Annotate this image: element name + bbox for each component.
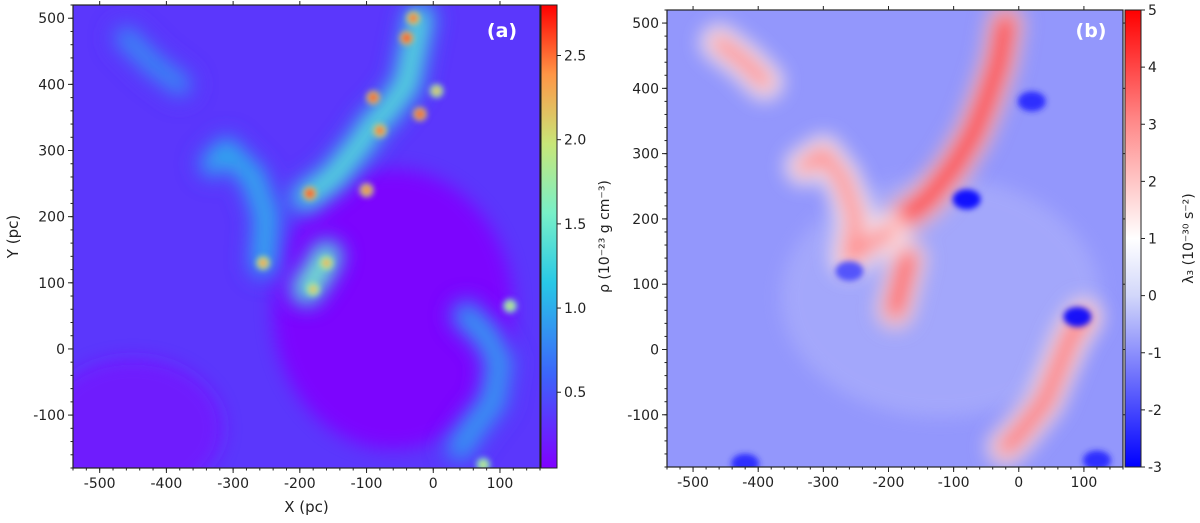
plot-frame bbox=[666, 9, 1124, 468]
colorbar-tick-label: 0.5 bbox=[564, 385, 586, 401]
cloud-southeast-core bbox=[997, 308, 1092, 456]
y-tick-label: 400 bbox=[38, 77, 65, 93]
panel-b: (b)-500 -400 -300 -200 -100 0 100-100010020030… bbox=[627, 3, 1197, 491]
x-tick-label: -100 bbox=[938, 475, 970, 491]
filament-main-core bbox=[298, 10, 428, 205]
panel-label: (a) bbox=[487, 20, 517, 42]
low-density-void bbox=[73, 358, 224, 468]
eigenvalue-well bbox=[1082, 450, 1111, 467]
y-tick-label: 0 bbox=[56, 342, 65, 358]
cloud-northwest-core bbox=[711, 34, 773, 90]
colorbar-tick-label: 5 bbox=[1148, 3, 1157, 19]
y-tick-label: 100 bbox=[632, 277, 659, 293]
density-peak bbox=[409, 14, 417, 22]
x-tick-label: -100 bbox=[351, 476, 383, 492]
x-tick-label: -300 bbox=[807, 475, 839, 491]
filament-south-core bbox=[887, 250, 916, 319]
colorbar-tick-label: 1 bbox=[1148, 232, 1157, 248]
cloud-southeast-core bbox=[451, 307, 508, 457]
y-tick-label: 0 bbox=[650, 342, 659, 358]
plot-frame bbox=[72, 4, 541, 469]
eigenvalue-well bbox=[731, 453, 760, 467]
x-tick-label: -200 bbox=[284, 476, 316, 492]
structure-layer bbox=[700, 10, 1103, 467]
x-tick-label: -300 bbox=[217, 476, 249, 492]
colorbar-tick-label: 2 bbox=[1148, 174, 1157, 190]
eigenvalue-well bbox=[1017, 91, 1046, 112]
x-tick-label: -500 bbox=[84, 476, 116, 492]
colorbar-label: ρ (10⁻²³ g cm⁻³) bbox=[597, 180, 613, 293]
cloud-west-core bbox=[795, 145, 897, 267]
y-tick-label: -100 bbox=[33, 408, 65, 424]
cloud-northwest-core bbox=[118, 30, 188, 93]
colorbar-tick-label: 0 bbox=[1148, 289, 1157, 305]
density-peak bbox=[506, 302, 514, 310]
x-tick-label: 100 bbox=[1071, 475, 1098, 491]
eigenvalue-well bbox=[952, 189, 981, 210]
density-peak bbox=[403, 34, 411, 42]
colorbar-tick-label: 2.0 bbox=[564, 133, 586, 149]
x-tick-label: 0 bbox=[1014, 475, 1023, 491]
heatmap-field bbox=[73, 5, 540, 468]
density-peak bbox=[323, 259, 331, 267]
density-peak bbox=[306, 190, 314, 198]
y-tick-label: -100 bbox=[627, 408, 659, 424]
y-tick-label: 300 bbox=[38, 144, 65, 160]
x-tick-label: 0 bbox=[429, 476, 438, 492]
colorbar-tick-label: 1.0 bbox=[564, 301, 586, 317]
heatmap-field bbox=[667, 10, 1123, 467]
y-tick-label: 500 bbox=[632, 16, 659, 32]
x-tick-label: -400 bbox=[151, 476, 183, 492]
y-tick-label: 500 bbox=[38, 11, 65, 27]
structure-layer bbox=[107, 5, 519, 468]
panel-a: (a) -500 -400 -300 -200 -100 0 100 -100 0 100 200 30… bbox=[4, 1, 613, 516]
density-peak bbox=[416, 110, 424, 118]
x-axis-label: X (pc) bbox=[284, 498, 329, 516]
colorbar-tick-label: 2.5 bbox=[564, 49, 586, 65]
density-peak bbox=[259, 259, 267, 267]
eigenvalue-well bbox=[835, 261, 864, 282]
eigenvalue-well bbox=[1063, 306, 1092, 327]
y-tick-label: 400 bbox=[632, 81, 659, 97]
colorbar-tick-label: -3 bbox=[1148, 460, 1162, 476]
y-tick-label: 200 bbox=[38, 210, 65, 226]
density-peak bbox=[369, 94, 377, 102]
cloud-west-core bbox=[205, 142, 275, 271]
x-tick-label: -200 bbox=[873, 475, 905, 491]
colorbar-tick-label: 1.5 bbox=[564, 217, 586, 233]
x-tick-label: 100 bbox=[487, 476, 514, 492]
colorbar-tick-label: -1 bbox=[1148, 346, 1162, 362]
y-tick-label: 100 bbox=[38, 276, 65, 292]
spot-layer bbox=[256, 11, 517, 468]
colorbar bbox=[1124, 9, 1142, 468]
x-tick-label: -400 bbox=[742, 475, 774, 491]
colorbar-label: λ₃ (10⁻³⁰ s⁻²) bbox=[1181, 193, 1197, 283]
density-peak bbox=[309, 285, 317, 293]
y-tick-label: 300 bbox=[632, 147, 659, 163]
filament-main-core bbox=[893, 15, 1014, 227]
colorbar-tick-label: 4 bbox=[1148, 60, 1157, 76]
colorbar bbox=[540, 4, 558, 469]
spot-layer bbox=[731, 91, 1111, 467]
colorbar-tick-label: 3 bbox=[1148, 117, 1157, 133]
y-tick-label: 200 bbox=[632, 212, 659, 228]
x-tick-label: -500 bbox=[677, 475, 709, 491]
density-peak bbox=[479, 461, 487, 468]
density-peak bbox=[433, 87, 441, 95]
colorbar-tick-label: -2 bbox=[1148, 403, 1162, 419]
panel-label: (b) bbox=[1076, 20, 1107, 42]
y-axis-label: Y (pc) bbox=[4, 215, 22, 259]
density-peak bbox=[363, 186, 371, 194]
density-peak bbox=[376, 127, 384, 135]
